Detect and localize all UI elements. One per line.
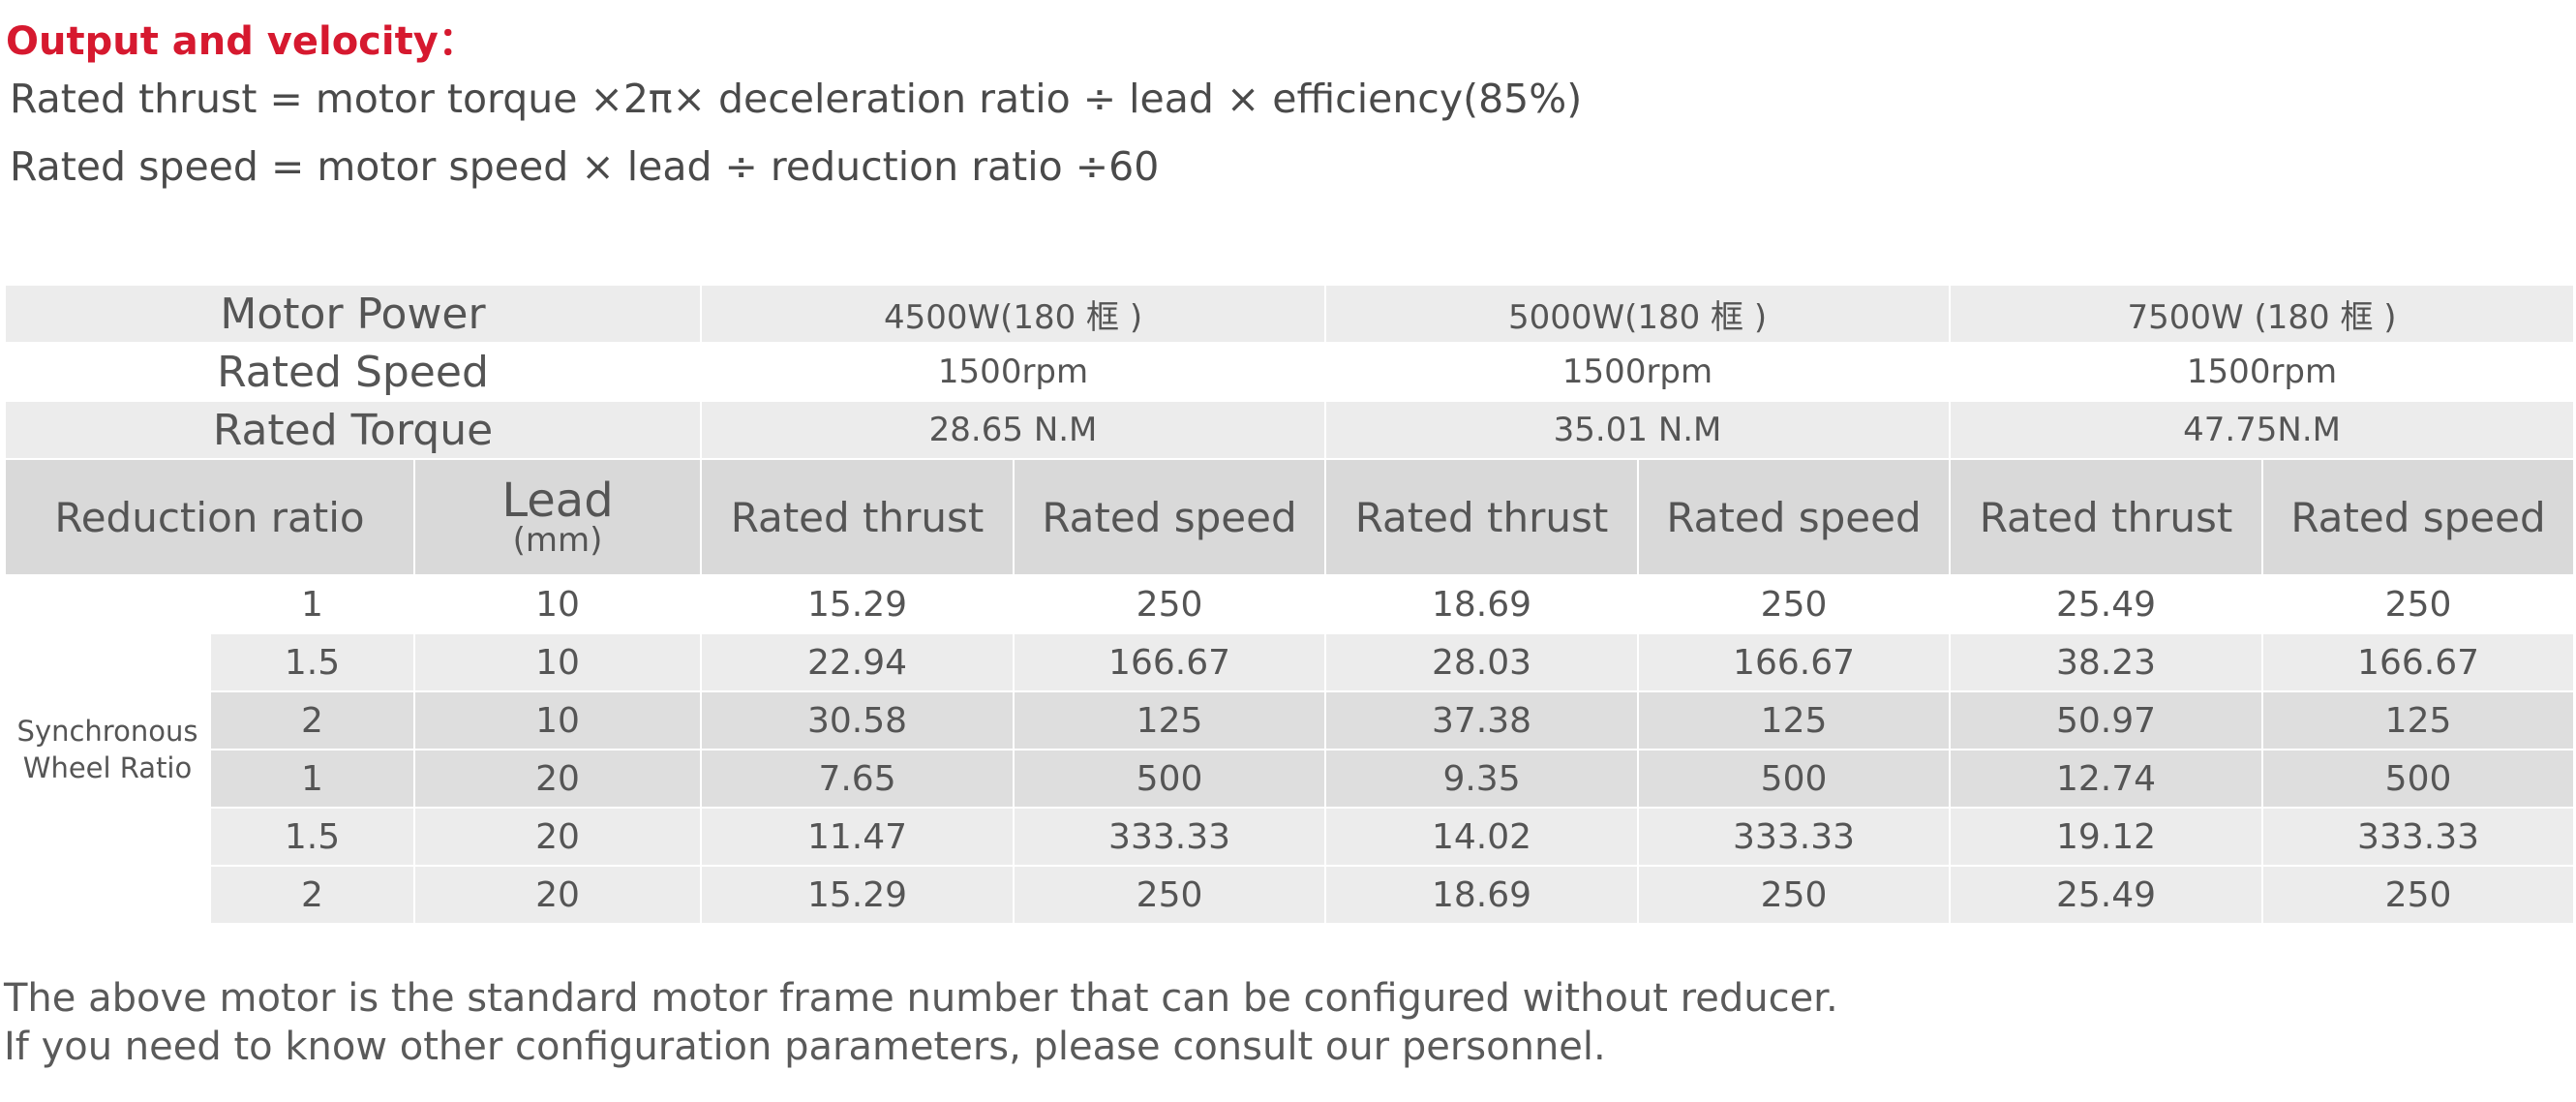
synchronous-wheel-ratio-label: Synchronous Wheel Ratio [4, 574, 211, 925]
table-cell: 125 [2261, 690, 2576, 750]
rated-speed-label: Rated Speed [3, 342, 703, 402]
rated-thrust-header: Rated thrust [700, 458, 1015, 576]
table-cell: 9.35 [1324, 749, 1640, 809]
rated-speed-row: Rated Speed 1500rpm 1500rpm 1500rpm [3, 342, 2576, 402]
table-cell: 20 [412, 807, 703, 867]
table-cell: 20 [412, 749, 703, 809]
table-cell: 166.67 [1013, 632, 1327, 692]
spec-table: Motor Power 4500W(180 框 ) 5000W(180 框 ) … [3, 284, 2576, 925]
table-cell: 14.02 [1324, 807, 1640, 867]
table-cell: 250 [1637, 574, 1952, 634]
lead-header-label: Lead [501, 474, 614, 528]
table-cell: 333.33 [1013, 807, 1327, 867]
table-cell: 19.12 [1949, 807, 2264, 867]
table-cell: 250 [1013, 574, 1327, 634]
table-cell: 2 [209, 865, 415, 925]
table-row: 1 20 7.65 500 9.35 500 12.74 500 [5, 749, 2576, 809]
table-cell: 15.29 [700, 865, 1015, 925]
table-row: Synchronous Wheel Ratio 1 10 15.29 250 1… [4, 574, 2576, 925]
table-cell: 250 [1637, 865, 1952, 925]
motor-power-label: Motor Power [3, 284, 703, 344]
table-row: 2 10 30.58 125 37.38 125 50.97 125 [5, 690, 2576, 750]
rated-torque-label: Rated Torque [3, 400, 703, 460]
rated-thrust-header: Rated thrust [1949, 458, 2264, 576]
table-cell: 333.33 [1637, 807, 1952, 867]
motor-power-value: 7500W (180 框 ) [1949, 284, 2576, 344]
speed-formula: Rated speed = motor speed × lead ÷ reduc… [10, 143, 1160, 190]
section-heading: Output and velocity： [6, 19, 477, 64]
table-cell: 15.29 [700, 574, 1015, 634]
rated-torque-value: 28.65 N.M [700, 400, 1327, 460]
motor-power-value: 4500W(180 框 ) [700, 284, 1327, 344]
table-cell: 125 [1013, 690, 1327, 750]
table-row: 1.5 20 11.47 333.33 14.02 333.33 19.12 3… [5, 807, 2576, 867]
table-cell: 50.97 [1949, 690, 2264, 750]
table-cell: 250 [1013, 865, 1327, 925]
table-cell: 1.5 [209, 807, 415, 867]
table-cell: 38.23 [1949, 632, 2264, 692]
table-cell: 1 [209, 749, 415, 809]
motor-power-value: 5000W(180 框 ) [1324, 284, 1952, 344]
table-cell: 1.5 [209, 632, 415, 692]
table-cell: 10 [412, 574, 703, 634]
table-cell: 20 [412, 865, 703, 925]
table-cell: 10 [412, 632, 703, 692]
table-cell: 28.03 [1324, 632, 1640, 692]
rated-speed-value: 1500rpm [1949, 342, 2576, 402]
rated-speed-header: Rated speed [1637, 458, 1952, 576]
lead-header-unit: (mm) [512, 521, 603, 560]
table-cell: 22.94 [700, 632, 1015, 692]
footnote-line: If you need to know other configuration … [4, 1025, 1606, 1069]
table-cell: 30.58 [700, 690, 1015, 750]
rated-speed-value: 1500rpm [1324, 342, 1952, 402]
table-cell: 250 [2261, 865, 2576, 925]
rated-torque-value: 35.01 N.M [1324, 400, 1952, 460]
rated-speed-header: Rated speed [1013, 458, 1327, 576]
table-cell: 18.69 [1324, 865, 1640, 925]
rated-speed-header: Rated speed [2261, 458, 2576, 576]
table-row: 1.5 10 22.94 166.67 28.03 166.67 38.23 1… [5, 632, 2576, 692]
table-cell: 500 [2261, 749, 2576, 809]
table-cell: 1 [209, 574, 415, 634]
table-cell: 2 [209, 690, 415, 750]
table-cell: 18.69 [1324, 574, 1640, 634]
table-cell: 25.49 [1949, 574, 2264, 634]
table-cell: 37.38 [1324, 690, 1640, 750]
rated-thrust-header: Rated thrust [1324, 458, 1640, 576]
column-header-row: Reduction ratio Lead (mm) Rated thrust R… [4, 458, 2576, 576]
rated-torque-row: Rated Torque 28.65 N.M 35.01 N.M 47.75N.… [3, 400, 2576, 460]
table-cell: 7.65 [700, 749, 1015, 809]
table-cell: 11.47 [700, 807, 1015, 867]
reduction-ratio-header: Reduction ratio [4, 458, 415, 576]
table-cell: 25.49 [1949, 865, 2264, 925]
table-cell: 250 [2261, 574, 2576, 634]
table-cell: 500 [1637, 749, 1952, 809]
table-cell: 166.67 [1637, 632, 1952, 692]
table-cell: 333.33 [2261, 807, 2576, 867]
rated-torque-value: 47.75N.M [1949, 400, 2576, 460]
thrust-formula: Rated thrust = motor torque ×2π× deceler… [10, 76, 1583, 122]
table-cell: 166.67 [2261, 632, 2576, 692]
table-cell: 12.74 [1949, 749, 2264, 809]
lead-header: Lead (mm) [412, 458, 703, 576]
table-cell: 10 [412, 690, 703, 750]
motor-power-row: Motor Power 4500W(180 框 ) 5000W(180 框 ) … [3, 284, 2576, 344]
footnote-line: The above motor is the standard motor fr… [4, 976, 1838, 1021]
table-row: 2 20 15.29 250 18.69 250 25.49 250 [5, 865, 2576, 925]
rated-speed-value: 1500rpm [700, 342, 1327, 402]
table-cell: 125 [1637, 690, 1952, 750]
table-cell: 500 [1013, 749, 1327, 809]
